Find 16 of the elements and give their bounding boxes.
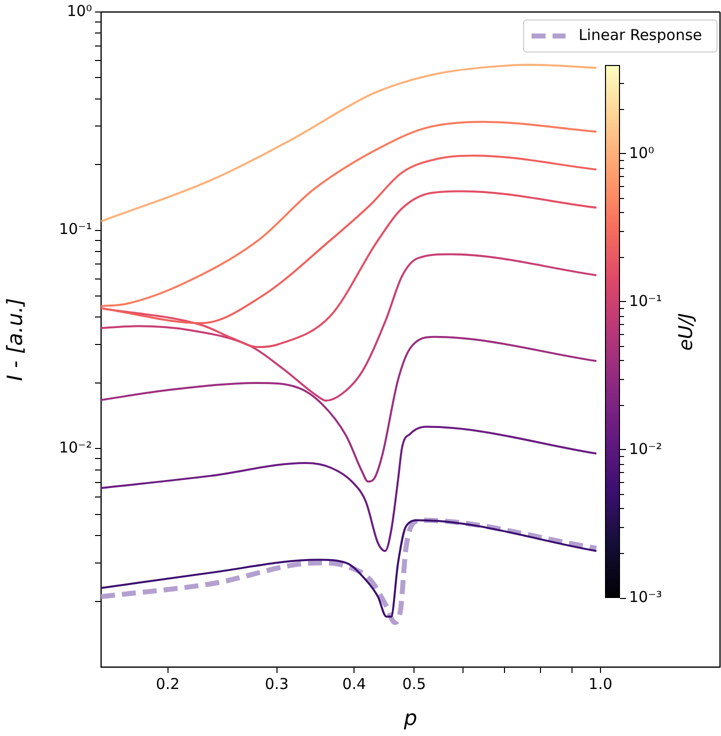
x-tick-label: 1.0: [588, 674, 612, 693]
y-tick-label: 10⁻²: [58, 438, 92, 457]
x-tick-label: 0.3: [264, 674, 289, 693]
y-tick-label: 10⁻¹: [58, 220, 92, 238]
x-tick-label: 0.2: [156, 674, 180, 693]
y-axis-title: I - [a.u.]: [3, 298, 28, 382]
annotation: 10⁻¹: [629, 292, 662, 310]
x-axis-title: p: [402, 706, 418, 730]
color-bar-title: eU/J: [675, 312, 697, 350]
annotation: 10⁰: [629, 144, 654, 162]
legend-label: Linear Response: [578, 26, 702, 44]
x-tick-label: 0.4: [342, 674, 366, 693]
annotation: 10⁻²: [629, 440, 662, 458]
x-tick-label: 0.5: [402, 674, 426, 693]
y-tick-label: 10⁰: [66, 2, 92, 20]
annotation: 10⁻³: [629, 588, 662, 606]
